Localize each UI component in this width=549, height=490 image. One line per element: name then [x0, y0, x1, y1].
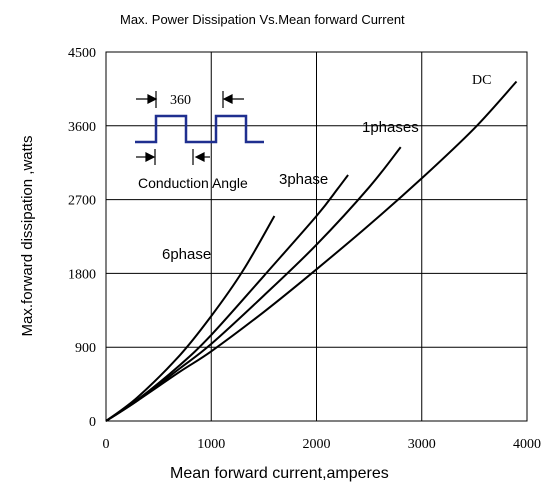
y-tick-label: 900 — [75, 341, 96, 356]
series-line-3phase — [105, 174, 349, 422]
series-line-dc — [105, 80, 518, 422]
x-tick-label: 2000 — [303, 437, 331, 452]
x-axis-ticks: 0 1000 2000 3000 4000 — [103, 437, 542, 452]
series-label-6phase: 6phase — [162, 246, 211, 263]
y-tick-label: 2700 — [68, 194, 96, 209]
x-axis-label: Mean forward current,amperes — [170, 465, 389, 482]
chart-title: Max. Power Dissipation Vs.Mean forward C… — [120, 12, 405, 27]
series-line-6phase — [105, 215, 276, 422]
x-tick-label: 3000 — [408, 437, 436, 452]
y-tick-label: 1800 — [68, 267, 96, 282]
series-label-1phases: 1phases — [362, 119, 419, 136]
x-tick-label: 0 — [103, 437, 110, 452]
y-axis-label: Max.forward dissipation ,watts — [19, 136, 36, 337]
waveform-icon — [135, 114, 264, 144]
conduction-angle-inset: 360 Conduction Angle — [135, 91, 264, 191]
y-tick-label: 0 — [89, 415, 96, 430]
series-label-3phase: 3phase — [279, 171, 328, 188]
y-axis-ticks: 0 900 1800 2700 3600 4500 — [68, 46, 96, 430]
grid — [106, 52, 527, 421]
angle-value-label: 360 — [170, 93, 191, 108]
angle-arrows-icon — [136, 91, 244, 165]
x-tick-label: 1000 — [197, 437, 225, 452]
y-tick-label: 3600 — [68, 120, 96, 135]
conduction-angle-caption: Conduction Angle — [138, 175, 248, 191]
x-tick-label: 4000 — [513, 437, 541, 452]
y-tick-label: 4500 — [68, 46, 96, 61]
series-label-dc: DC — [472, 73, 491, 88]
curves — [105, 80, 518, 422]
